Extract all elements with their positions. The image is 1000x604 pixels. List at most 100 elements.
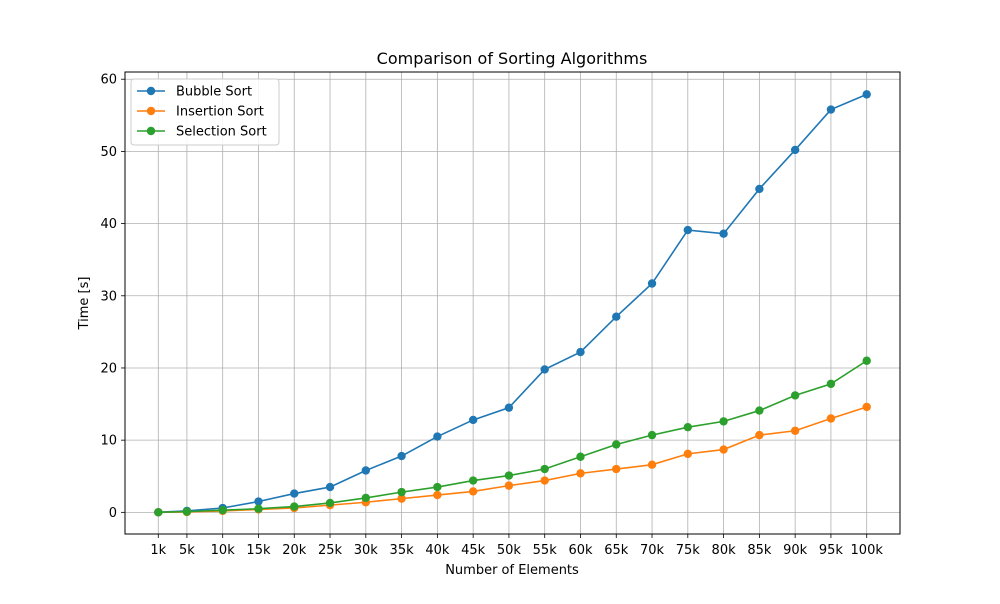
x-tick-label: 35k bbox=[390, 543, 415, 558]
data-point bbox=[397, 451, 406, 461]
legend-label: Selection Sort bbox=[176, 125, 267, 140]
data-point bbox=[647, 279, 657, 288]
x-tick-label: 45k bbox=[461, 543, 486, 558]
data-point bbox=[504, 403, 514, 412]
data-point bbox=[826, 379, 836, 389]
legend-swatch-marker bbox=[146, 126, 156, 136]
x-tick-label: 50k bbox=[497, 543, 522, 558]
x-tick-label: 25k bbox=[318, 543, 343, 558]
y-axis-label: Time [s] bbox=[77, 277, 92, 331]
data-point bbox=[325, 482, 335, 492]
data-point bbox=[290, 502, 299, 511]
x-tick-label: 20k bbox=[282, 543, 307, 558]
data-point bbox=[154, 508, 163, 517]
x-tick-label: 55k bbox=[533, 543, 558, 558]
data-point bbox=[576, 347, 585, 357]
data-point bbox=[433, 490, 442, 500]
data-point bbox=[218, 505, 227, 515]
x-axis-label: Number of Elements bbox=[445, 563, 579, 578]
x-tick-label: 80k bbox=[712, 543, 737, 558]
x-tick-label: 60k bbox=[568, 543, 593, 558]
y-tick-label: 0 bbox=[109, 506, 117, 521]
data-point bbox=[612, 312, 621, 321]
data-point bbox=[576, 452, 585, 461]
data-point bbox=[612, 440, 621, 449]
data-point bbox=[790, 145, 800, 155]
x-tick-label: 30k bbox=[354, 543, 379, 558]
data-point bbox=[862, 90, 871, 99]
data-point bbox=[504, 471, 514, 480]
data-point bbox=[576, 469, 585, 478]
data-point bbox=[683, 225, 693, 235]
data-point bbox=[862, 402, 871, 412]
legend-swatch-marker bbox=[146, 86, 156, 96]
y-tick-label: 50 bbox=[100, 145, 117, 160]
x-tick-label: 95k bbox=[819, 543, 844, 558]
data-point bbox=[433, 482, 442, 492]
data-point bbox=[254, 504, 263, 513]
data-point bbox=[755, 406, 764, 415]
data-point bbox=[540, 365, 549, 374]
series-line bbox=[158, 93, 868, 513]
x-tick-label: 10k bbox=[211, 543, 236, 558]
chart-title: Comparison of Sorting Algorithms bbox=[377, 49, 648, 68]
legend-label: Bubble Sort bbox=[176, 85, 252, 100]
data-point bbox=[182, 507, 192, 516]
x-tick-label: 1k bbox=[150, 543, 166, 558]
x-tick-label: 75k bbox=[676, 543, 701, 558]
data-point bbox=[433, 432, 442, 441]
legend: Bubble Sort Insertion Sort Selection Sort bbox=[130, 78, 280, 146]
data-point bbox=[361, 493, 371, 503]
data-point bbox=[683, 422, 693, 432]
plot-frame bbox=[124, 71, 901, 535]
x-tick-label: 70k bbox=[640, 543, 665, 558]
data-point bbox=[540, 476, 549, 485]
data-point bbox=[468, 476, 478, 485]
data-point bbox=[647, 460, 657, 469]
x-tick-label: 100k bbox=[851, 543, 884, 558]
data-point bbox=[540, 464, 549, 474]
x-tick-label: 90k bbox=[783, 543, 808, 558]
data-point bbox=[826, 414, 836, 423]
data-point bbox=[504, 481, 514, 490]
x-tick-label: 65k bbox=[604, 543, 629, 558]
y-tick-label: 10 bbox=[100, 434, 117, 449]
series-layer bbox=[154, 90, 871, 517]
data-point bbox=[755, 184, 764, 194]
data-point bbox=[719, 417, 728, 426]
y-tick-label: 40 bbox=[100, 217, 117, 232]
x-axis: 1k 5k 10k 15k 20k 25k 30k 35k 40k 45k 50k 55k 60k 65k… bbox=[150, 534, 883, 558]
data-point bbox=[468, 487, 478, 496]
y-tick-label: 20 bbox=[100, 361, 117, 376]
x-tick-label: 85k bbox=[747, 543, 772, 558]
x-tick-label: 40k bbox=[425, 543, 450, 558]
data-point bbox=[719, 229, 728, 238]
y-tick-label: 60 bbox=[100, 73, 117, 88]
y-tick-label: 30 bbox=[100, 289, 117, 304]
data-point bbox=[826, 105, 836, 114]
data-point bbox=[790, 391, 800, 400]
data-point bbox=[862, 356, 871, 365]
legend-swatch-marker bbox=[146, 106, 156, 116]
x-tick-label: 5k bbox=[179, 543, 195, 558]
x-tick-label: 15k bbox=[246, 543, 271, 558]
data-point bbox=[397, 494, 406, 503]
data-point bbox=[254, 497, 263, 506]
series-selection-sort bbox=[154, 356, 871, 517]
data-point bbox=[755, 430, 764, 440]
grid bbox=[125, 72, 900, 534]
data-point bbox=[290, 489, 299, 498]
data-point bbox=[647, 430, 657, 440]
data-point bbox=[719, 445, 728, 454]
series-bubble-sort bbox=[154, 90, 871, 517]
data-point bbox=[683, 449, 693, 459]
series-line bbox=[158, 406, 867, 514]
legend-label: Insertion Sort bbox=[176, 105, 264, 120]
legend-frame bbox=[130, 78, 280, 146]
data-point bbox=[397, 487, 406, 497]
data-point bbox=[612, 464, 621, 474]
data-point bbox=[790, 426, 800, 435]
data-point bbox=[468, 415, 478, 425]
data-point bbox=[361, 466, 371, 475]
